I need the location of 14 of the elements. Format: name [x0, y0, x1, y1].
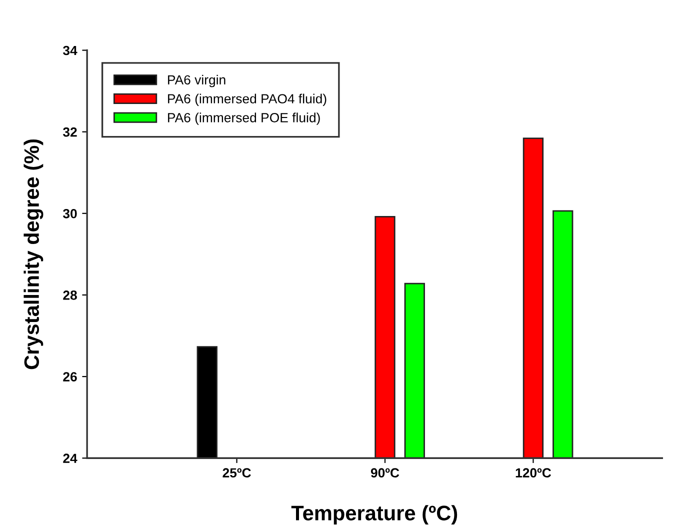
y-tick-label: 32 — [62, 127, 77, 137]
y-axis-title: Crystallinity degree (%) — [24, 139, 44, 370]
legend-label: PA6 virgin — [168, 74, 226, 88]
y-tick-label: 24 — [63, 454, 78, 463]
y-tick-label: 28 — [63, 290, 77, 300]
legend-label: PA6 (immersed PAO4 fluid) — [168, 94, 326, 106]
y-tick-label: 26 — [63, 372, 77, 382]
legend-label: PA6 (immersed POE fluid) — [168, 112, 320, 125]
y-tick-label: 34 — [62, 46, 78, 56]
x-axis-title: Temperature (ºC) — [291, 505, 458, 525]
x-tick-label: 25ºC — [222, 468, 251, 478]
x-tick-label: 120ºC — [516, 468, 552, 478]
y-tick-label: 30 — [62, 208, 77, 218]
x-tick-label: 90ºC — [370, 468, 400, 478]
